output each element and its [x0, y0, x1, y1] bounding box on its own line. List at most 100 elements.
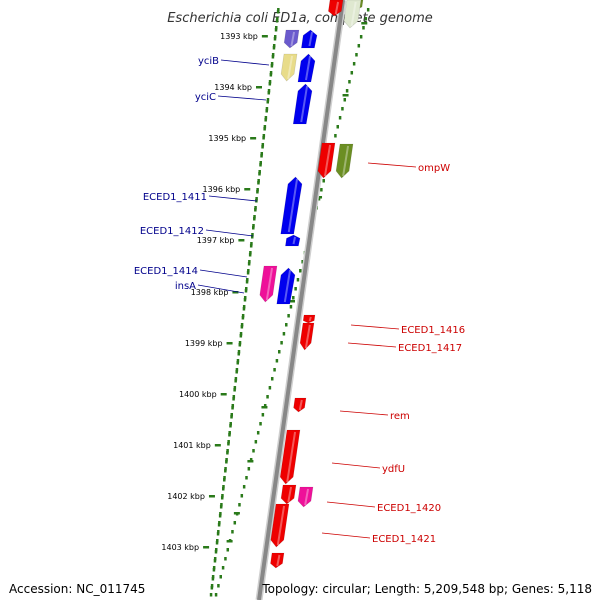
- guide-dot: [249, 458, 253, 462]
- guide-dot: [218, 521, 221, 525]
- guide-dot: [251, 233, 254, 237]
- label-leader-lines: [197, 59, 417, 539]
- gene-arrow: [328, 0, 344, 17]
- gene-highlight: [350, 1, 357, 27]
- gene-highlight: [300, 85, 309, 123]
- guide-dot: [261, 145, 264, 149]
- guide-dot: [299, 269, 302, 273]
- guide-dot: [267, 91, 271, 95]
- guide-dot: [277, 8, 280, 12]
- leader-line: [220, 59, 270, 66]
- genome-summary: Topology: circular; Length: 5,209,548 bp…: [262, 582, 592, 596]
- guide-dot: [294, 287, 297, 291]
- guide-dot: [224, 557, 227, 561]
- gene-highlight: [265, 267, 274, 301]
- guide-dot: [242, 307, 246, 311]
- guide-dot: [260, 152, 264, 156]
- tick-mark: [316, 196, 323, 199]
- guide-dot: [246, 278, 249, 282]
- tick-label: 1403 kbp: [161, 543, 199, 552]
- guide-dot: [215, 541, 219, 545]
- guide-dot: [280, 341, 283, 345]
- guide-dot: [274, 28, 278, 32]
- gene-arrow: [292, 83, 313, 125]
- guide-dot: [272, 46, 276, 50]
- guide-dot: [359, 35, 363, 39]
- gene-label-eced1_1411: ECED1_1411: [143, 192, 207, 203]
- guide-dot: [256, 190, 259, 194]
- guide-dot: [239, 334, 243, 338]
- guide-dot: [259, 163, 262, 167]
- tick-mark: [255, 86, 262, 89]
- guide-dot: [345, 89, 349, 93]
- guide-dot: [249, 244, 253, 248]
- guide-dot: [222, 485, 225, 489]
- guide-dot: [234, 377, 238, 381]
- tick-mark: [208, 495, 215, 498]
- guide-dot: [212, 566, 216, 570]
- leader-line: [199, 269, 248, 278]
- guide-dot: [236, 361, 239, 365]
- guide-dot: [246, 271, 250, 275]
- leader-line: [208, 195, 258, 202]
- guide-dot: [240, 494, 244, 498]
- guide-dot: [348, 80, 351, 84]
- gene-label-eced1_1421: ECED1_1421: [372, 534, 436, 545]
- guide-dot: [247, 467, 251, 471]
- gene-highlight: [298, 399, 303, 411]
- guide-dot: [336, 125, 339, 129]
- guide-dot: [232, 397, 235, 401]
- guide-dot: [271, 53, 275, 57]
- guide-dot: [257, 179, 260, 183]
- guide-dot: [231, 530, 234, 534]
- guide-dot: [268, 82, 272, 86]
- guide-dot: [234, 379, 237, 383]
- guide-dot: [216, 539, 219, 543]
- guide-dot: [231, 404, 235, 408]
- tick-mark: [261, 406, 268, 409]
- guide-dot: [275, 26, 278, 30]
- leader-line: [331, 462, 381, 469]
- gene-highlight: [286, 431, 297, 483]
- tick-label: 1393 kbp: [220, 32, 258, 41]
- guide-dot: [254, 208, 257, 212]
- gene-arrow: [293, 397, 307, 413]
- guide-dot: [217, 530, 220, 534]
- guide-dot: [357, 44, 361, 48]
- guide-dot: [235, 368, 239, 372]
- guide-dot: [260, 154, 263, 158]
- guide-dot: [242, 485, 246, 489]
- guide-dot: [220, 503, 223, 507]
- guide-dot: [228, 431, 231, 435]
- guide-dot: [341, 107, 344, 111]
- gene-features: [259, 0, 364, 569]
- guide-dot: [225, 460, 228, 464]
- guide-dot: [213, 559, 217, 563]
- gene-label-eced1_1420: ECED1_1420: [377, 503, 441, 514]
- guide-dot: [230, 415, 233, 419]
- gene-label-eced1_1416: ECED1_1416: [401, 325, 465, 336]
- gene-highlight: [342, 145, 350, 177]
- guide-dot: [221, 494, 224, 498]
- guide-dot: [221, 487, 225, 491]
- gene-highlight: [323, 144, 332, 177]
- guide-dot: [253, 217, 256, 221]
- tick-label: 1397 kbp: [197, 236, 235, 245]
- guide-dot: [265, 107, 269, 111]
- gene-highlight: [287, 486, 293, 503]
- guide-dot: [240, 325, 244, 329]
- guide-dot: [259, 161, 262, 165]
- guide-dot: [245, 476, 248, 480]
- guide-dot: [334, 134, 337, 138]
- guide-dot: [228, 433, 231, 437]
- gene-arrow: [297, 53, 316, 83]
- gene-arrow: [280, 176, 303, 235]
- guide-dot: [224, 469, 227, 473]
- tick-label: 1396 kbp: [203, 185, 241, 194]
- guide-dot: [270, 64, 274, 68]
- tick-mark: [250, 137, 257, 140]
- guide-dot: [261, 413, 265, 417]
- guide-dot: [232, 395, 236, 399]
- guide-dot: [262, 136, 265, 140]
